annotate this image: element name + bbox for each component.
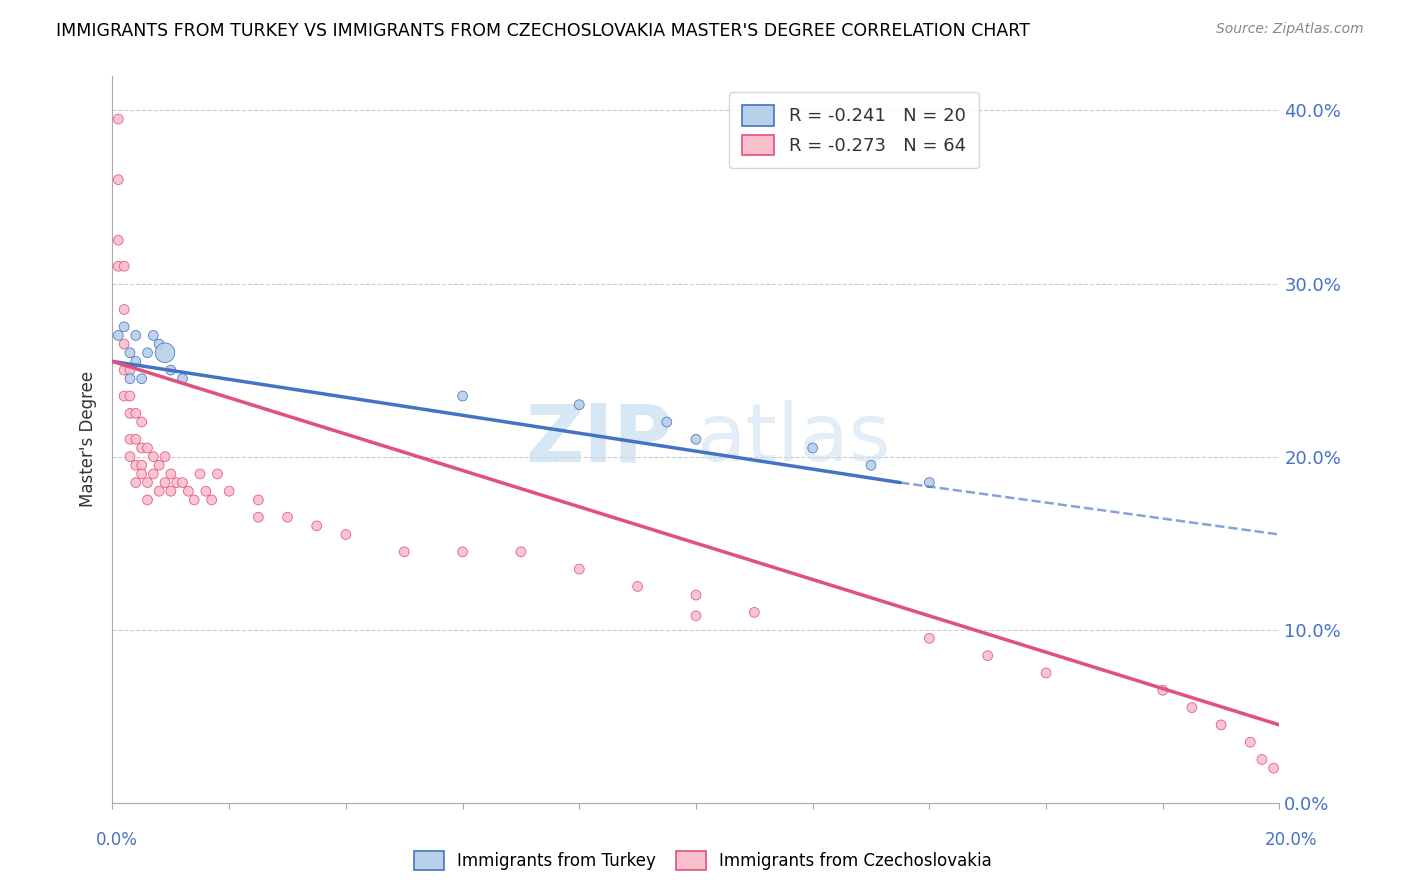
- Point: [125, 432, 148, 446]
- Point: [305, 519, 328, 533]
- Text: 20.0%: 20.0%: [1264, 831, 1317, 849]
- Point: [627, 579, 650, 593]
- Point: [136, 441, 159, 455]
- Point: [247, 492, 270, 507]
- Legend: R = -0.241   N = 20, R = -0.273   N = 64: R = -0.241 N = 20, R = -0.273 N = 64: [730, 92, 979, 168]
- Point: [107, 328, 129, 343]
- Point: [125, 475, 148, 490]
- Point: [118, 389, 141, 403]
- Y-axis label: Master's Degree: Master's Degree: [79, 371, 97, 508]
- Point: [1251, 752, 1274, 766]
- Point: [112, 389, 135, 403]
- Point: [172, 475, 194, 490]
- Point: [1209, 718, 1232, 732]
- Text: Source: ZipAtlas.com: Source: ZipAtlas.com: [1216, 22, 1364, 37]
- Point: [1035, 665, 1057, 680]
- Point: [118, 363, 141, 377]
- Legend: Immigrants from Turkey, Immigrants from Czechoslovakia: Immigrants from Turkey, Immigrants from …: [408, 844, 998, 877]
- Point: [131, 415, 153, 429]
- Text: atlas: atlas: [696, 401, 890, 478]
- Point: [112, 363, 135, 377]
- Point: [394, 545, 416, 559]
- Point: [188, 467, 211, 481]
- Point: [112, 319, 135, 334]
- Point: [142, 450, 165, 464]
- Point: [685, 432, 707, 446]
- Point: [742, 606, 765, 620]
- Point: [125, 328, 148, 343]
- Point: [125, 354, 148, 368]
- Point: [136, 492, 159, 507]
- Point: [685, 588, 707, 602]
- Point: [918, 475, 941, 490]
- Point: [976, 648, 998, 663]
- Point: [148, 484, 170, 499]
- Point: [218, 484, 240, 499]
- Point: [148, 337, 170, 351]
- Point: [655, 415, 678, 429]
- Point: [118, 372, 141, 386]
- Point: [142, 467, 165, 481]
- Point: [107, 259, 129, 273]
- Point: [153, 345, 176, 359]
- Point: [118, 406, 141, 420]
- Point: [148, 458, 170, 473]
- Text: IMMIGRANTS FROM TURKEY VS IMMIGRANTS FROM CZECHOSLOVAKIA MASTER'S DEGREE CORRELA: IMMIGRANTS FROM TURKEY VS IMMIGRANTS FRO…: [56, 22, 1031, 40]
- Point: [335, 527, 357, 541]
- Point: [112, 302, 135, 317]
- Point: [247, 510, 270, 524]
- Point: [451, 545, 474, 559]
- Point: [118, 450, 141, 464]
- Point: [107, 172, 129, 186]
- Point: [125, 406, 148, 420]
- Text: 0.0%: 0.0%: [96, 831, 138, 849]
- Point: [509, 545, 531, 559]
- Point: [1152, 683, 1174, 698]
- Point: [131, 467, 153, 481]
- Point: [194, 484, 217, 499]
- Point: [131, 441, 153, 455]
- Point: [201, 492, 224, 507]
- Point: [1263, 761, 1285, 775]
- Point: [860, 458, 883, 473]
- Point: [136, 475, 159, 490]
- Point: [801, 441, 824, 455]
- Point: [131, 372, 153, 386]
- Point: [107, 112, 129, 127]
- Point: [568, 562, 591, 576]
- Point: [112, 337, 135, 351]
- Point: [142, 328, 165, 343]
- Point: [685, 608, 707, 623]
- Point: [107, 233, 129, 247]
- Point: [131, 458, 153, 473]
- Point: [1181, 700, 1204, 714]
- Point: [118, 345, 141, 359]
- Point: [118, 432, 141, 446]
- Point: [153, 450, 176, 464]
- Point: [160, 484, 183, 499]
- Point: [172, 372, 194, 386]
- Point: [166, 475, 188, 490]
- Point: [183, 492, 205, 507]
- Point: [125, 458, 148, 473]
- Point: [136, 345, 159, 359]
- Point: [153, 475, 176, 490]
- Point: [112, 259, 135, 273]
- Point: [276, 510, 298, 524]
- Point: [918, 632, 941, 646]
- Text: ZIP: ZIP: [526, 401, 672, 478]
- Point: [568, 398, 591, 412]
- Point: [177, 484, 200, 499]
- Point: [1239, 735, 1261, 749]
- Point: [160, 363, 183, 377]
- Point: [451, 389, 474, 403]
- Point: [160, 467, 183, 481]
- Point: [207, 467, 229, 481]
